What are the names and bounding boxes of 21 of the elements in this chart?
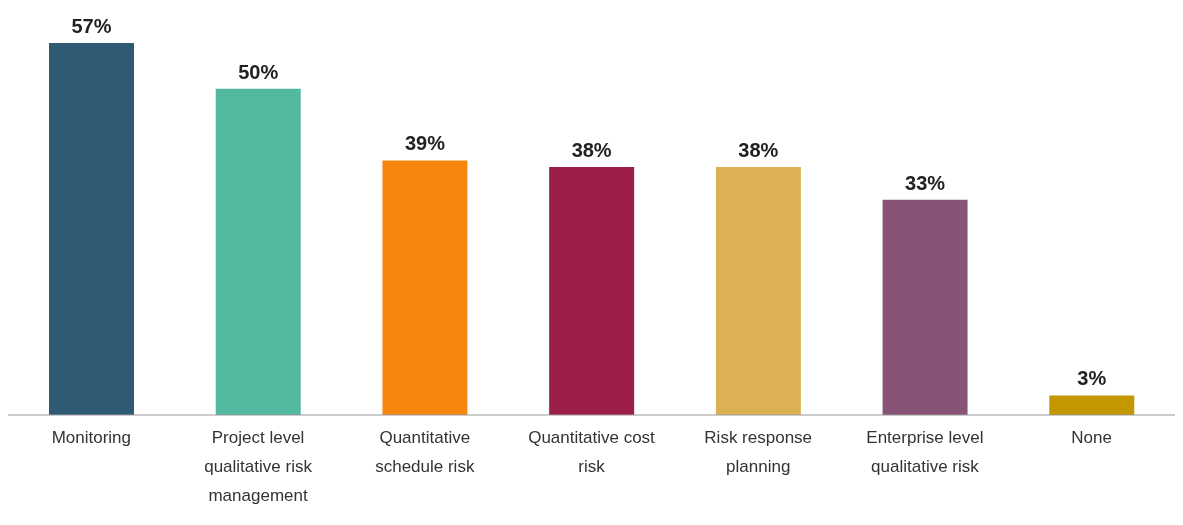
bar xyxy=(49,43,134,415)
x-tick-label: None xyxy=(1071,428,1112,447)
x-tick-label: Risk response planning xyxy=(704,428,813,476)
data-label: 50% xyxy=(238,60,279,83)
data-label: 33% xyxy=(905,171,946,194)
bar xyxy=(882,199,968,415)
bar xyxy=(715,167,801,415)
data-label: 3% xyxy=(1077,367,1107,390)
bar xyxy=(1049,395,1135,415)
data-label: 57% xyxy=(71,15,112,37)
bar xyxy=(215,88,301,415)
bar xyxy=(382,160,468,415)
data-label: 38% xyxy=(738,139,779,161)
x-tick-label: Monitoring xyxy=(51,428,132,447)
data-label: 39% xyxy=(404,132,446,155)
bar xyxy=(549,167,635,415)
x-tick-label: Project level qualitative risk management xyxy=(204,428,313,505)
x-tick-label: Enterprise level qualitative risk xyxy=(866,428,984,476)
x-tick-label: Quantitative cost risk xyxy=(528,428,656,476)
data-label: 38% xyxy=(571,139,612,161)
x-tick-label: Quantitative schedule risk xyxy=(375,428,475,476)
